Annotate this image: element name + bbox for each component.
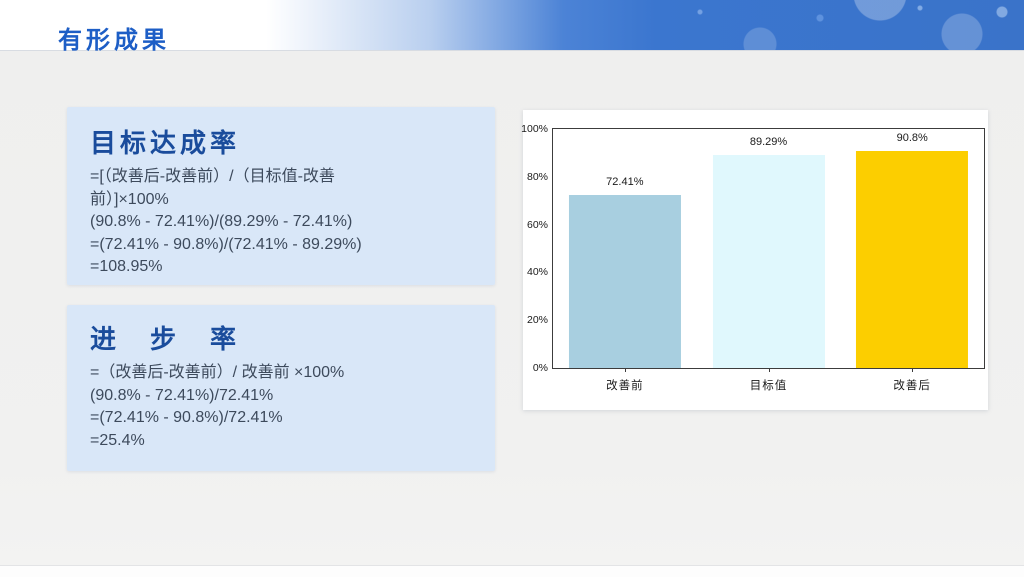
bar-value-label-2: 90.8%: [896, 132, 928, 144]
chart-bar-1: [712, 154, 825, 368]
goal-achievement-formula: =[（改善后-改善前）/（目标值-改善 前）]×100% (90.8% - 72…: [90, 166, 479, 279]
formula-line: =(72.41% - 90.8%)/(72.41% - 89.29%): [90, 235, 362, 253]
progress-rate-formula: =（改善后-改善前）/ 改善前 ×100% (90.8% - 72.41%)/7…: [90, 362, 479, 452]
bar-slot-2: 90.8% 改善后: [840, 129, 984, 392]
bar-chart-card: 0% 20% 40% 60% 80% 100% 72.41% 改善前 89.29% 目标值 90.8…: [521, 110, 988, 410]
formula-line: =[（改善后-改善前）/（目标值-改善: [90, 168, 335, 185]
y-axis-tick-label: 20%: [526, 314, 548, 327]
slide-title: 有形成果: [58, 27, 170, 54]
bar-value-label-0: 72.41%: [606, 175, 644, 188]
x-axis-tick: [624, 368, 626, 372]
bar-slot-1: 89.29% 目标值: [697, 129, 841, 392]
progress-rate-title: 进 步 率: [90, 324, 241, 354]
y-axis-tick-label: 100%: [521, 123, 548, 135]
formula-line: 前）]×100%: [90, 190, 169, 208]
formula-line: =25.4%: [90, 431, 145, 449]
formula-line: =(72.41% - 90.8%)/72.41%: [90, 409, 283, 426]
bars-area: 72.41% 改善前 89.29% 目标值 90.8% 改善后: [553, 129, 984, 392]
x-axis-tick: [912, 368, 914, 372]
progress-rate-box: 进 步 率 =（改善后-改善前）/ 改善前 ×100% (90.8% - 72.…: [67, 305, 495, 471]
bar-slot-0: 72.41% 改善前: [553, 129, 697, 392]
bar-chart-plot: 0% 20% 40% 60% 80% 100% 72.41% 改善前 89.29% 目标值 90.8…: [521, 123, 985, 392]
bottom-strip: [0, 565, 1024, 577]
x-axis-tick: [768, 368, 770, 372]
x-axis-label-2: 改善后: [893, 380, 931, 392]
y-axis-tick-label: 80%: [526, 170, 548, 183]
y-axis-tick-label: 40%: [526, 266, 548, 279]
x-axis-label-1: 目标值: [749, 380, 788, 392]
y-axis-tick-label: 0%: [532, 362, 548, 374]
x-axis-label-0: 改善前: [606, 380, 644, 392]
formula-line: =（改善后-改善前）/ 改善前 ×100%: [90, 364, 345, 381]
goal-achievement-title: 目标达成率: [90, 128, 241, 158]
chart-bar-0: [568, 194, 681, 368]
formula-line: (90.8% - 72.41%)/72.41%: [90, 386, 274, 404]
formula-line: (90.8% - 72.41%)/(89.29% - 72.41%): [90, 213, 353, 230]
bar-value-label-1: 89.29%: [749, 135, 788, 148]
header-band: [0, 0, 1024, 51]
formula-line: =108.95%: [90, 258, 163, 275]
chart-bar-2: [856, 151, 969, 368]
y-axis-tick-label: 60%: [526, 218, 548, 231]
goal-achievement-box: 目标达成率 =[（改善后-改善前）/（目标值-改善 前）]×100% (90.8…: [67, 107, 495, 285]
